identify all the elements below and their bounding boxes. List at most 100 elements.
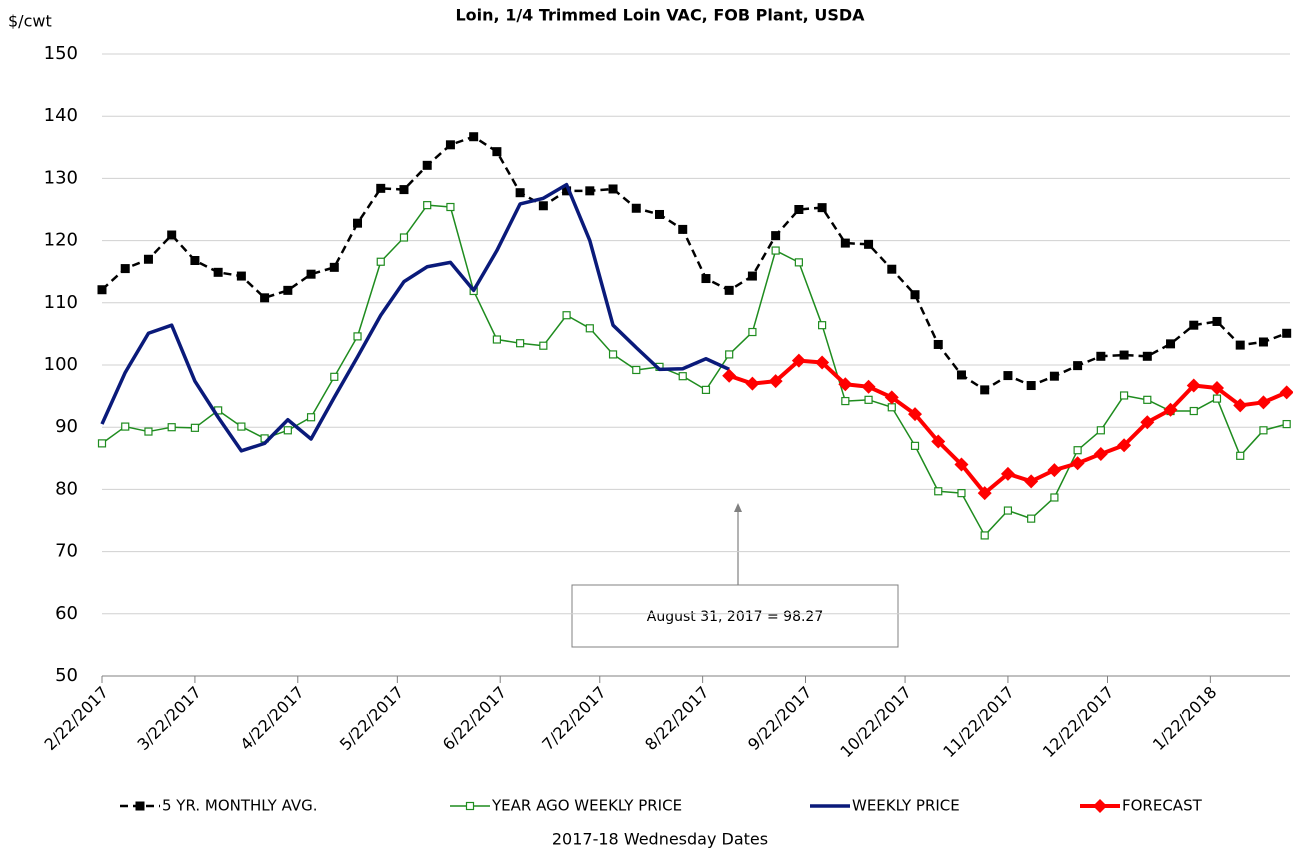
- data-point: [678, 372, 687, 381]
- data-point: [376, 183, 386, 193]
- x-tick-label: 5/22/2017: [336, 683, 407, 754]
- series-line: [101, 135, 1288, 392]
- data-point: [864, 395, 873, 404]
- data-point: [745, 376, 760, 391]
- data-point: [353, 332, 362, 341]
- data-point: [1256, 395, 1271, 410]
- annotation-box: [571, 584, 899, 648]
- data-point: [608, 184, 618, 194]
- data-point: [469, 132, 479, 142]
- data-point: [864, 239, 874, 249]
- data-point: [794, 258, 803, 267]
- y-tick-label: 150: [44, 43, 78, 64]
- data-point: [1212, 316, 1222, 326]
- data-point: [190, 256, 200, 266]
- y-tick-label: 110: [44, 292, 78, 313]
- data-point: [1258, 337, 1268, 347]
- data-point: [654, 209, 664, 219]
- data-point: [977, 486, 992, 501]
- data-point: [980, 385, 990, 395]
- annotation: August 31, 2017 = 98.27: [647, 609, 824, 625]
- data-point: [353, 218, 363, 228]
- data-point: [283, 426, 292, 435]
- data-point: [771, 246, 780, 255]
- data-point: [840, 238, 850, 248]
- data-point: [1003, 506, 1013, 515]
- data-point: [1027, 514, 1036, 523]
- data-point: [1163, 402, 1178, 417]
- data-point: [446, 202, 455, 212]
- data-point: [1235, 340, 1245, 350]
- data-point: [120, 264, 130, 274]
- data-point: [167, 230, 177, 240]
- data-point: [376, 257, 385, 266]
- data-point: [791, 353, 806, 368]
- y-tick-label: 80: [55, 478, 78, 499]
- data-point: [516, 339, 525, 348]
- data-point: [838, 377, 853, 392]
- data-point: [1143, 395, 1152, 404]
- data-point: [747, 271, 757, 281]
- data-point: [213, 267, 223, 277]
- data-point: [1117, 438, 1132, 453]
- data-point: [1073, 361, 1083, 371]
- data-point: [1000, 466, 1015, 481]
- y-tick-label: 60: [55, 603, 78, 624]
- legend-marker: [135, 801, 145, 811]
- data-point: [1186, 378, 1201, 393]
- data-point: [585, 186, 595, 196]
- data-point: [1093, 446, 1108, 461]
- data-point: [1049, 371, 1059, 381]
- data-point: [492, 335, 501, 344]
- data-point: [701, 274, 711, 284]
- data-point: [585, 324, 594, 333]
- data-point: [1259, 426, 1268, 435]
- x-tick-label: 7/22/2017: [538, 683, 609, 754]
- data-point: [283, 285, 293, 295]
- data-point: [422, 160, 432, 170]
- data-point: [725, 350, 734, 359]
- series: [97, 132, 1292, 395]
- data-point: [306, 413, 316, 422]
- data-point: [236, 271, 246, 281]
- data-point: [908, 407, 923, 422]
- data-point: [1140, 415, 1155, 430]
- x-tick-label: 10/22/2017: [836, 683, 915, 762]
- data-point: [768, 374, 783, 389]
- y-tick-label: 70: [55, 541, 78, 562]
- y-tick-label: 90: [55, 416, 78, 437]
- data-point: [678, 224, 688, 234]
- data-point: [1050, 493, 1059, 502]
- x-tick-label: 3/22/2017: [133, 683, 204, 754]
- data-point: [632, 365, 641, 375]
- data-point: [724, 285, 734, 295]
- data-point: [167, 423, 176, 432]
- data-point: [1073, 446, 1082, 455]
- data-point: [237, 422, 246, 431]
- data-point: [771, 231, 781, 241]
- data-point: [539, 341, 548, 350]
- data-point: [980, 531, 989, 540]
- data-point: [1279, 385, 1293, 400]
- data-point: [1189, 320, 1199, 330]
- data-point: [957, 489, 966, 498]
- data-point: [399, 185, 409, 195]
- y-tick-label: 120: [44, 230, 78, 251]
- series-line: [100, 182, 730, 453]
- data-point: [1189, 406, 1198, 416]
- data-point: [1119, 391, 1129, 400]
- data-point: [934, 487, 943, 496]
- legend-label: YEAR AGO WEEKLY PRICE: [491, 797, 682, 815]
- series: [97, 201, 1291, 540]
- data-point: [631, 203, 641, 213]
- data-point: [1282, 419, 1291, 429]
- y-tick-label: 130: [44, 167, 78, 188]
- data-point: [306, 269, 316, 279]
- x-tick-label: 4/22/2017: [236, 683, 307, 754]
- data-point: [931, 434, 946, 449]
- data-point: [399, 233, 409, 242]
- y-tick-label: 100: [44, 354, 78, 375]
- data-point: [1282, 328, 1292, 338]
- x-tick-label: 9/22/2017: [744, 683, 815, 754]
- y-tick-label: 140: [44, 105, 78, 126]
